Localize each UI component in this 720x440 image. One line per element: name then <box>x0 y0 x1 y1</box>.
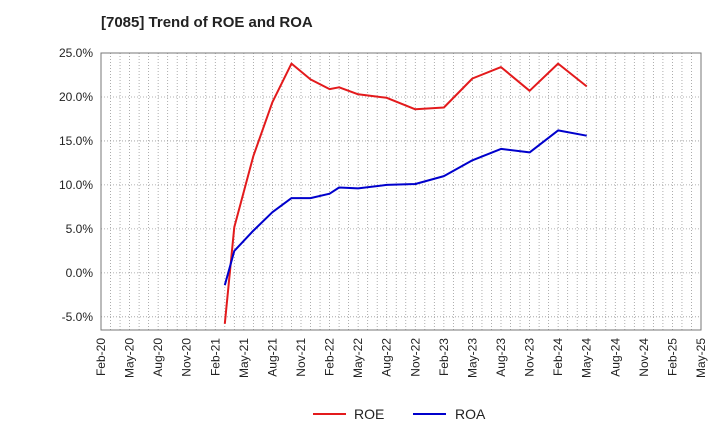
y-axis: 25.0% 20.0% 15.0% 10.0% 5.0% 0.0% -5.0% <box>59 46 93 324</box>
grid <box>101 52 701 330</box>
x-tick-label: Nov-24 <box>637 338 651 377</box>
x-tick-label: May-23 <box>465 338 479 378</box>
y-tick-label: -5.0% <box>62 310 94 324</box>
y-tick-label: 0.0% <box>66 266 94 280</box>
x-tick-label: May-25 <box>694 338 708 378</box>
x-tick-label: Feb-21 <box>208 338 222 376</box>
legend-label-roe: ROE <box>354 406 384 422</box>
series-line-roa <box>223 129 587 286</box>
x-tick-label: Feb-25 <box>665 338 679 376</box>
x-tick-label: May-24 <box>580 338 594 378</box>
y-tick-label: 10.0% <box>59 178 93 192</box>
x-axis: Feb-20 May-20 Aug-20 Nov-20 Feb-21 May-21 Aug-… <box>94 338 708 378</box>
x-tick-label: Nov-22 <box>408 338 422 377</box>
x-tick-label: Feb-23 <box>437 338 451 376</box>
legend-label-roa: ROA <box>455 406 486 422</box>
plot-area <box>100 52 702 331</box>
x-tick-label: Aug-22 <box>380 338 394 377</box>
y-tick-label: 25.0% <box>59 46 93 60</box>
x-tick-label: Aug-21 <box>265 338 279 377</box>
series <box>223 62 588 324</box>
chart-title: [7085] Trend of ROE and ROA <box>101 14 313 31</box>
y-tick-label: 20.0% <box>59 90 93 104</box>
series-line-roe <box>223 62 588 324</box>
x-tick-label: Feb-24 <box>551 338 565 376</box>
y-tick-label: 5.0% <box>66 222 94 236</box>
x-tick-label: May-20 <box>123 338 137 378</box>
x-tick-label: Aug-20 <box>151 338 165 377</box>
x-tick-label: Feb-20 <box>94 338 108 376</box>
x-tick-label: Nov-20 <box>180 338 194 377</box>
x-tick-label: Aug-23 <box>494 338 508 377</box>
x-tick-label: Aug-24 <box>608 338 622 377</box>
x-tick-label: May-21 <box>237 338 251 378</box>
x-tick-label: Nov-21 <box>294 338 308 377</box>
legend: ROE ROA <box>313 406 486 422</box>
x-tick-label: May-22 <box>351 338 365 378</box>
x-tick-label: Feb-22 <box>323 338 337 376</box>
y-tick-label: 15.0% <box>59 134 93 148</box>
x-tick-label: Nov-23 <box>523 338 537 377</box>
